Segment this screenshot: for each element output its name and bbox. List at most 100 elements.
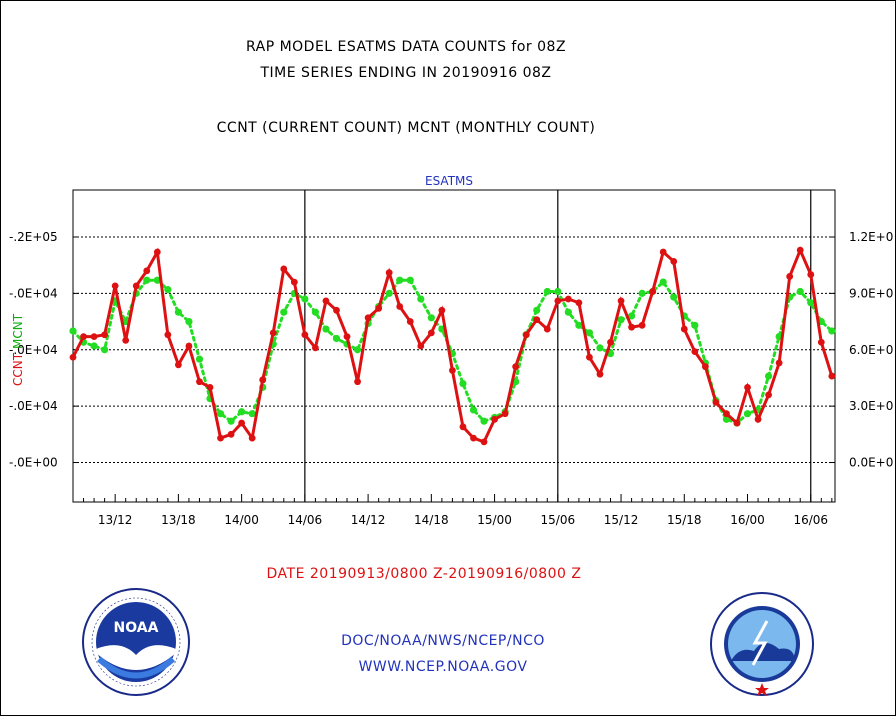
chart-title-line-2: TIME SERIES ENDING IN 20190916 08Z [260, 65, 552, 81]
point-mcnt-0 [69, 327, 77, 335]
chart-title-line-1: RAP MODEL ESATMS DATA COUNTS for 08Z [245, 39, 567, 55]
point-mcnt-44 [533, 306, 541, 314]
point-ccnt-20 [280, 265, 288, 273]
chart-area: 13/12 13/18 14/00 14/06 14/12 14/18 15/00 15/06… [9, 174, 893, 527]
point-ccnt-29 [375, 305, 383, 312]
x-tick-label-3: 14/06 [288, 513, 323, 527]
point-mcnt-59 [691, 321, 699, 329]
point-mcnt-16 [238, 408, 246, 416]
point-ccnt-9 [164, 331, 172, 339]
plot-frame [72, 189, 836, 503]
agency-path-label: DOC/NOAA/NWS/NCEP/NCO [341, 633, 545, 649]
point-mcnt-27 [353, 346, 362, 354]
point-ccnt-19 [269, 329, 277, 337]
point-mcnt-33 [417, 295, 425, 303]
point-mcnt-39 [480, 417, 488, 425]
point-mcnt-62 [722, 415, 731, 423]
point-ccnt-47 [564, 295, 572, 303]
point-ccnt-54 [638, 321, 646, 329]
point-mcnt-32 [406, 276, 414, 284]
point-ccnt-28 [364, 314, 372, 322]
point-ccnt-49 [586, 353, 593, 361]
y-tick-label-left-4: -.2E+05 [9, 230, 58, 244]
point-ccnt-50 [596, 370, 604, 378]
point-ccnt-68 [786, 273, 794, 280]
point-ccnt-11 [185, 342, 193, 350]
point-ccnt-15 [227, 430, 235, 438]
point-ccnt-69 [796, 246, 804, 254]
point-ccnt-21 [290, 278, 298, 286]
nws-logo [710, 592, 814, 696]
noaa-logo-text: NOAA [114, 620, 159, 636]
point-ccnt-55 [649, 288, 657, 295]
point-mcnt-15 [227, 417, 235, 425]
point-ccnt-17 [248, 434, 256, 442]
point-ccnt-12 [196, 378, 203, 386]
point-mcnt-23 [311, 308, 320, 316]
x-tick-label-10: 16/00 [730, 513, 765, 527]
point-mcnt-10 [174, 308, 182, 316]
point-ccnt-30 [385, 269, 393, 277]
point-ccnt-31 [396, 303, 404, 310]
point-mcnt-66 [765, 372, 773, 380]
y-axis-label-group: CCNT MCNT [11, 313, 25, 386]
point-ccnt-27 [354, 378, 361, 386]
point-mcnt-46 [554, 287, 562, 296]
point-ccnt-33 [417, 342, 425, 350]
point-ccnt-43 [522, 331, 530, 339]
point-ccnt-5 [122, 336, 130, 344]
point-ccnt-71 [817, 338, 825, 346]
point-ccnt-32 [406, 318, 414, 325]
point-mcnt-30 [385, 289, 393, 297]
point-ccnt-4 [111, 282, 119, 290]
point-mcnt-47 [564, 308, 572, 316]
point-mcnt-22 [301, 295, 309, 303]
x-tick-label-5: 14/18 [414, 513, 449, 527]
point-ccnt-62 [723, 410, 730, 418]
x-tick-label-11: 16/06 [793, 513, 828, 527]
point-ccnt-63 [733, 419, 741, 427]
point-mcnt-9 [164, 286, 172, 294]
point-ccnt-1 [80, 333, 87, 341]
y-axis-ticks: -.0E+00 0.0E+0 -.0E+04 3.0E+0 -.0E+04 6.0E+0 -… [9, 230, 893, 470]
point-ccnt-65 [754, 415, 762, 423]
vertical-divider-lines [304, 190, 812, 502]
noaa-logo: NOAA [82, 588, 190, 696]
y-tick-label-left-2: -.0E+04 [9, 343, 58, 357]
point-mcnt-48 [575, 321, 583, 329]
point-ccnt-6 [132, 282, 140, 290]
y-tick-label-right-0: 0.0E+0 [849, 456, 893, 470]
point-ccnt-46 [554, 297, 562, 305]
point-ccnt-60 [701, 363, 709, 371]
grid-lines [73, 236, 835, 464]
point-ccnt-53 [628, 323, 635, 331]
x-tick-label-6: 15/00 [477, 513, 512, 527]
website-link[interactable]: WWW.NCEP.NOAA.GOV [358, 659, 528, 675]
y-tick-label-right-2: 6.0E+0 [849, 343, 893, 357]
point-mcnt-11 [185, 317, 193, 326]
point-mcnt-70 [807, 299, 815, 307]
point-ccnt-7 [143, 267, 151, 275]
y-tick-label-left-3: -.0E+04 [9, 286, 58, 300]
point-ccnt-41 [501, 410, 509, 418]
point-ccnt-52 [617, 297, 625, 305]
point-mcnt-64 [743, 410, 752, 418]
point-ccnt-24 [322, 297, 330, 305]
point-mcnt-20 [280, 308, 288, 316]
point-ccnt-22 [301, 331, 309, 339]
point-ccnt-16 [238, 419, 246, 427]
point-mcnt-34 [427, 314, 435, 322]
point-ccnt-64 [744, 383, 751, 391]
point-mcnt-37 [459, 379, 467, 388]
point-mcnt-17 [248, 410, 256, 418]
point-ccnt-51 [607, 338, 614, 346]
point-ccnt-67 [775, 359, 783, 367]
chart-subtitle: ESATMS [425, 174, 473, 188]
point-mcnt-72 [828, 327, 836, 335]
point-ccnt-14 [217, 434, 224, 442]
series-ccnt [69, 246, 836, 446]
date-range-label: DATE 20190913/0800 Z-20190916/0800 Z [266, 566, 582, 582]
point-ccnt-10 [174, 361, 182, 369]
point-ccnt-70 [807, 271, 815, 278]
point-ccnt-40 [491, 415, 498, 423]
